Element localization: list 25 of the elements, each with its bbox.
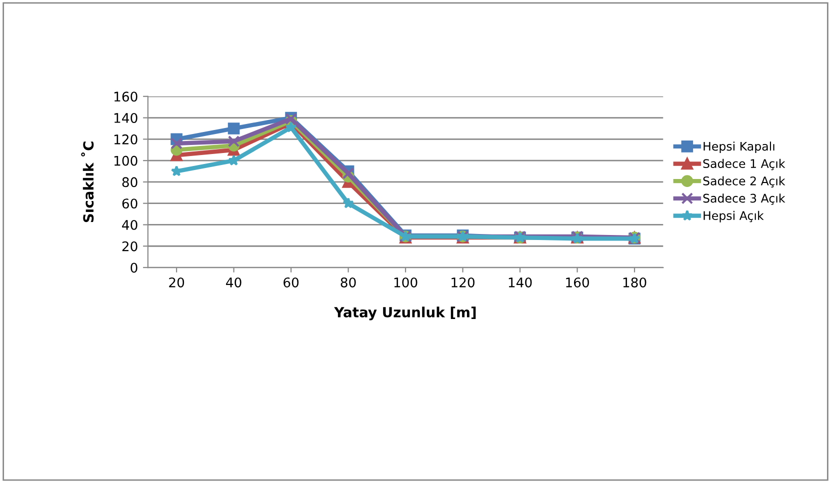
legend-label: Hepsi Kapalı (704, 142, 774, 154)
y-axis-title: Sıcaklık ˚C (81, 142, 94, 222)
y-tick-label: 120 (114, 134, 138, 144)
x-tick-label: 60 (284, 277, 299, 288)
y-tick-label: 100 (114, 156, 138, 166)
x-tick-label: 120 (452, 277, 474, 288)
y-tick-label: 160 (114, 92, 138, 102)
legend-label: Sadece 1 Açık (703, 158, 786, 170)
x-tick-label: 80 (340, 277, 356, 288)
y-tick-label: 20 (122, 241, 138, 252)
x-tick-label: 100 (394, 277, 418, 288)
legend-label: Sadece 2 Açık (703, 176, 786, 188)
legend-label: Sadece 3 Açık (703, 194, 786, 205)
x-tick-label: 160 (566, 277, 589, 288)
x-tick-label: 180 (623, 277, 646, 288)
y-tick-label: 80 (122, 177, 138, 188)
x-axis-title: Yatay Uzunluk [m] (334, 306, 476, 320)
legend-label: Hepsi Açık (704, 210, 764, 222)
x-tick-label: 140 (508, 277, 532, 288)
y-tick-label: 0 (130, 262, 138, 273)
y-tick-label: 140 (114, 113, 138, 123)
y-tick-label: 40 (122, 220, 138, 230)
y-tick-label: 60 (122, 198, 138, 209)
x-tick-label: 20 (169, 277, 184, 288)
x-tick-label: 40 (226, 277, 242, 288)
